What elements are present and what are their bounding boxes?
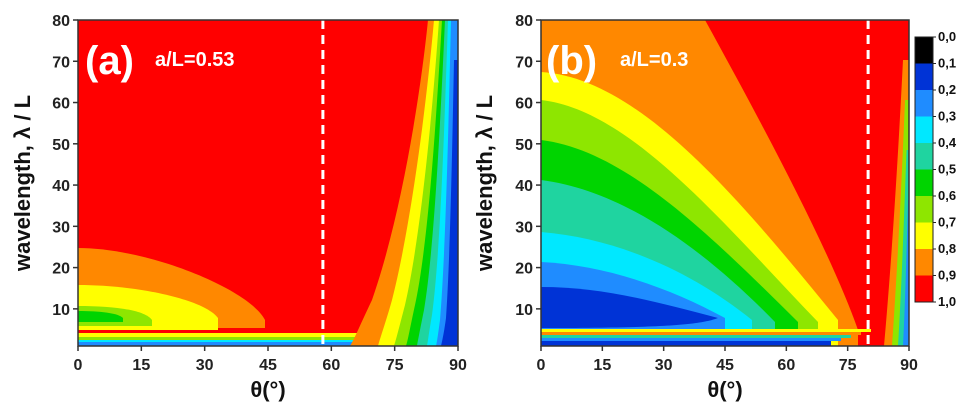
region-a-band-4	[78, 342, 398, 346]
colorbar-cell	[915, 275, 933, 302]
y-tick-label: 70	[52, 54, 70, 71]
x-tick-label: 45	[259, 357, 277, 374]
heatmap-a	[78, 20, 458, 346]
x-tick-label: 45	[716, 357, 734, 374]
x-tick-label: 90	[900, 357, 918, 374]
colorbar-cell	[915, 169, 933, 196]
ratio-annotation-b: a/L=0.3	[620, 49, 688, 71]
colorbar-cell	[915, 37, 933, 64]
region-a-band-1	[78, 333, 368, 337]
panel-label-a: (a)	[85, 39, 134, 83]
colorbar-cell	[915, 116, 933, 143]
x-axis-title-a: θ(°)	[250, 377, 285, 402]
region-b-band-3	[541, 335, 851, 338]
colorbar: 0,0 0,1 0,2 0,3 0,4 0,5 0,6 0,7 0,8 0,9 1,0	[914, 29, 957, 309]
region-a-right-01	[441, 60, 458, 346]
y-tick-label: 70	[515, 54, 533, 71]
x-tick-label: 75	[839, 357, 857, 374]
x-tick-label: 30	[196, 357, 214, 374]
region-a-band-3	[78, 340, 388, 342]
x-tick-label: 0	[537, 357, 546, 374]
colorbar-label: 0,4	[938, 135, 957, 150]
colorbar-label: 0,2	[938, 82, 956, 97]
region-b-band-1	[541, 329, 871, 332]
y-axis-title-a: wavelength, λ / L	[10, 95, 35, 272]
x-tick-label: 15	[132, 357, 150, 374]
y-tick-label: 30	[52, 219, 70, 236]
x-tick-label: 30	[655, 357, 673, 374]
colorbar-label: 0,0	[938, 29, 956, 44]
y-tick-label: 40	[52, 178, 70, 195]
region-b-lobe-01	[541, 287, 718, 328]
x-ticks-a: 0 15 30 45 60 75 90	[74, 346, 467, 374]
x-tick-label: 60	[777, 357, 795, 374]
region-b-band-2	[541, 332, 861, 335]
y-tick-label: 10	[52, 302, 70, 319]
colorbar-label: 0,1	[938, 56, 956, 71]
colorbar-label: 0,9	[938, 268, 956, 283]
y-tick-label: 60	[515, 96, 533, 113]
x-tick-label: 75	[386, 357, 404, 374]
y-tick-label: 50	[52, 137, 70, 154]
colorbar-cell	[915, 249, 933, 276]
colorbar-label: 0,8	[938, 241, 956, 256]
colorbar-label: 0,7	[938, 215, 956, 230]
y-tick-label: 10	[515, 302, 533, 319]
colorbar-label: 1,0	[938, 294, 956, 309]
y-tick-label: 50	[515, 137, 533, 154]
x-tick-label: 0	[74, 357, 83, 374]
region-b-band-4	[541, 338, 841, 341]
panel-b: 0 15 30 45 60 75 90 10 20 30 40 50 60 70 80 (b) a/L=0…	[472, 13, 918, 402]
y-tick-label: 20	[52, 261, 70, 278]
y-tick-label: 40	[515, 178, 533, 195]
colorbar-label: 0,6	[938, 188, 956, 203]
colorbar-label: 0,5	[938, 162, 956, 177]
y-axis-title-b: wavelength, λ / L	[472, 95, 497, 272]
ratio-annotation-a: a/L=0.53	[155, 49, 235, 71]
region-b-band-5	[541, 341, 831, 346]
colorbar-label: 0,3	[938, 109, 956, 124]
colorbar-cell	[915, 63, 933, 90]
x-axis-title-b: θ(°)	[707, 377, 742, 402]
region-a-band-2	[78, 337, 378, 340]
y-tick-label: 30	[515, 219, 533, 236]
panel-label-b: (b)	[546, 39, 597, 83]
x-tick-label: 90	[449, 357, 467, 374]
colorbar-cell	[915, 196, 933, 223]
panel-a: 0 15 30 45 60 75 90 10 20 30 40 50 60 70 80 (a) a/L=0…	[10, 13, 467, 402]
heatmap-b	[541, 20, 909, 346]
x-tick-label: 15	[593, 357, 611, 374]
x-tick-label: 60	[322, 357, 340, 374]
y-ticks-a: 10 20 30 40 50 60 70 80	[52, 13, 78, 319]
region-a-lobe-05	[78, 311, 123, 322]
region-b-right-02	[903, 200, 909, 346]
colorbar-cell	[915, 143, 933, 170]
colorbar-cell	[915, 90, 933, 117]
y-tick-label: 20	[515, 261, 533, 278]
y-tick-label: 80	[52, 13, 70, 30]
y-ticks-b: 10 20 30 40 50 60 70 80	[515, 13, 541, 319]
y-tick-label: 60	[52, 96, 70, 113]
y-tick-label: 80	[515, 13, 533, 30]
colorbar-cell	[915, 222, 933, 249]
x-ticks-b: 0 15 30 45 60 75 90	[537, 346, 918, 374]
